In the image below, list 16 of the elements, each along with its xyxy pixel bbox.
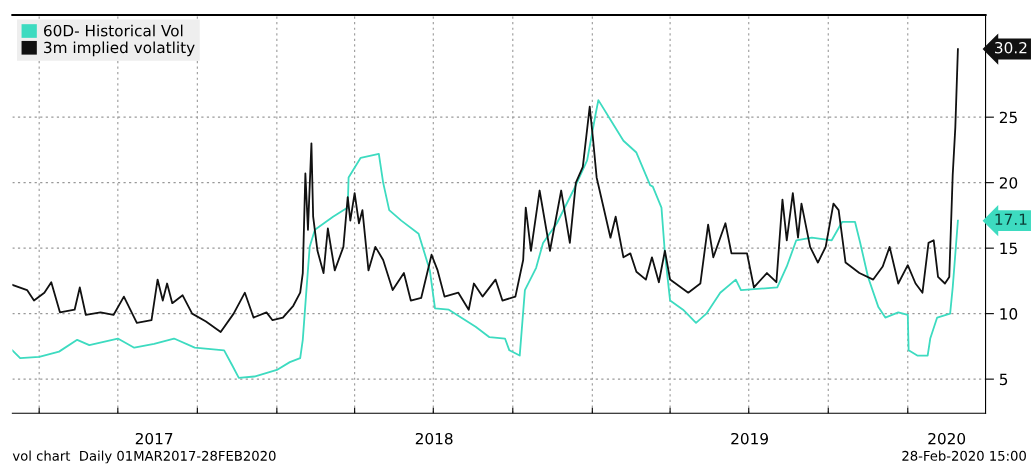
text: vol chart Daily 01MAR2017-28FEB2020 — [12, 450, 276, 464]
legend-label: 3m implied volatlity — [44, 41, 195, 57]
x-tick-label: 2018 — [415, 432, 453, 445]
line-series — [12, 99, 959, 379]
y-tick-label: 5 — [999, 373, 1008, 386]
y-tick-label: 20 — [999, 177, 1018, 189]
y-tick-label: 15 — [1000, 242, 1017, 255]
legend-label: 60D- Historical Vol — [44, 24, 183, 37]
x-tick-label: 2017 — [135, 432, 173, 445]
text: 28-Feb-2020 15:00 — [902, 450, 1026, 461]
x-tick-label: 2019 — [731, 432, 768, 445]
y-tick-label: 10 — [1000, 308, 1018, 320]
x-tick-label: 2020 — [928, 432, 966, 445]
y-tick-label: 25 — [999, 111, 1017, 124]
annotation: 17.1 — [995, 213, 1027, 225]
annotation: 30.2 — [995, 41, 1027, 54]
